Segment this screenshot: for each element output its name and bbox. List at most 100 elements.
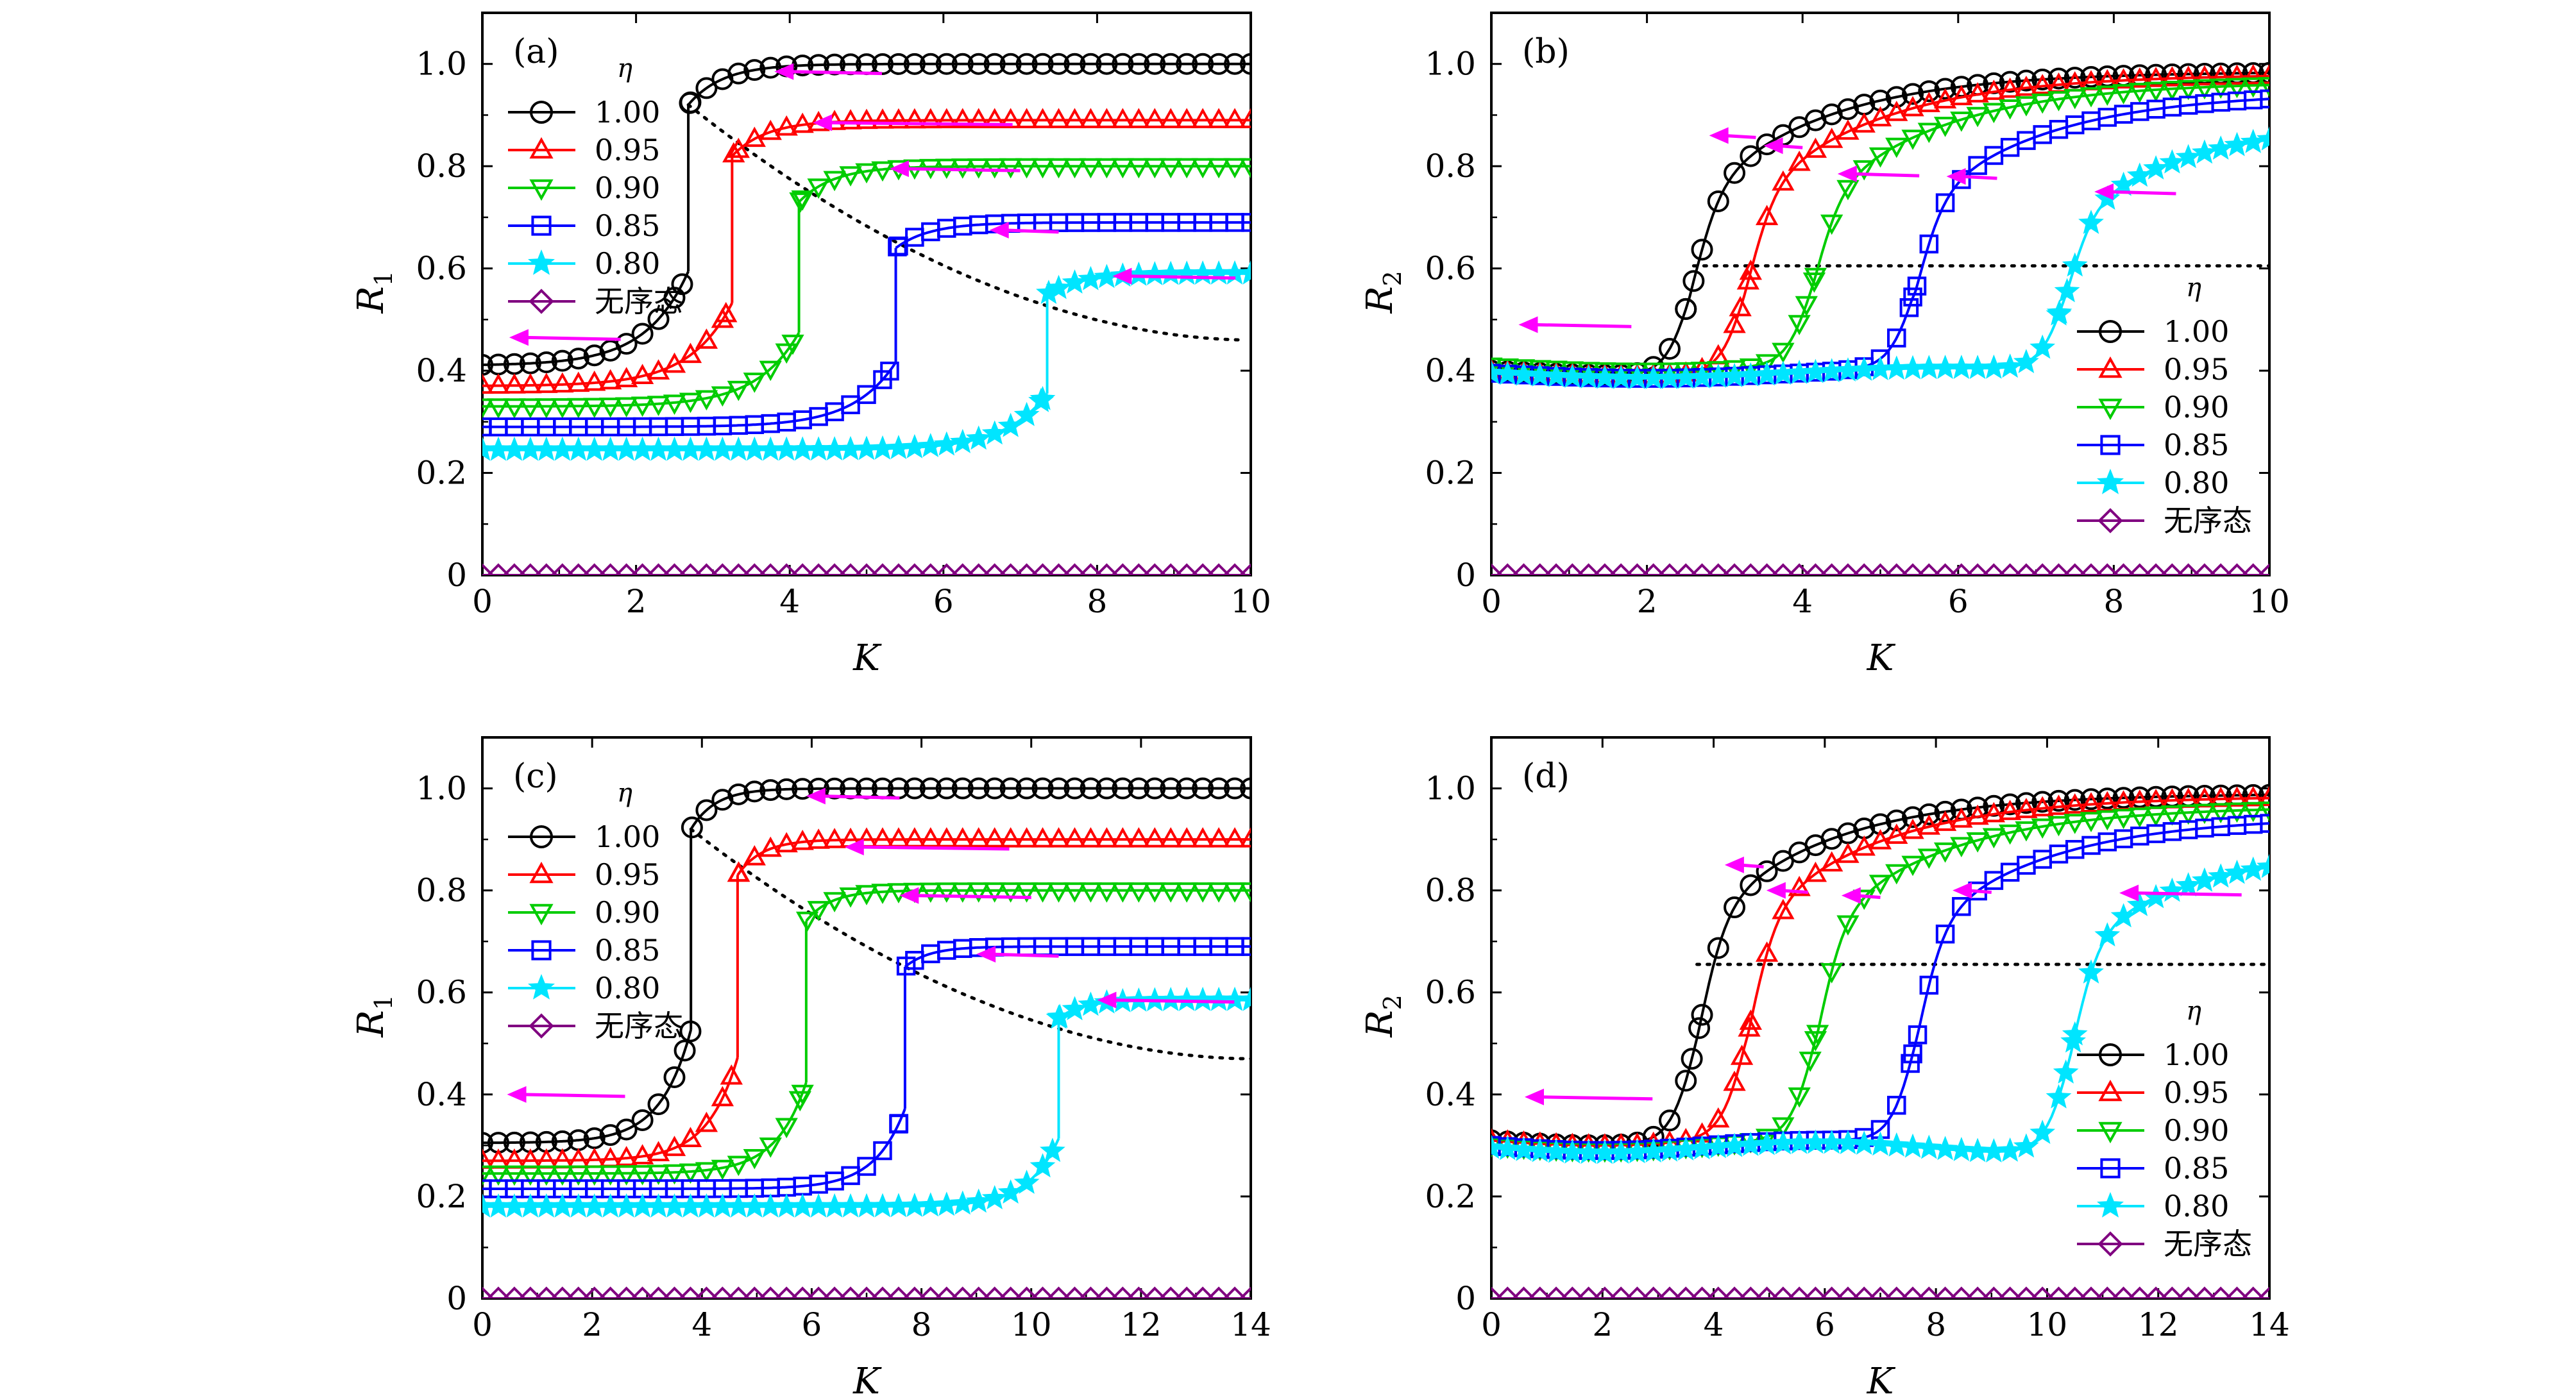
legend-marker (2099, 1043, 2122, 1066)
series-marker (2258, 784, 2269, 806)
series-marker (535, 373, 558, 393)
legend-label: 0.95 (595, 857, 660, 892)
series-marker (871, 884, 894, 904)
series-marker (1966, 106, 1989, 128)
series-marker (1111, 827, 1134, 848)
series-marker (1491, 357, 1503, 378)
series-marker (2031, 796, 2054, 817)
legend-title: η (617, 778, 632, 808)
series-marker (1079, 158, 1103, 179)
series-marker (647, 1164, 670, 1186)
series-marker (518, 1286, 543, 1298)
series-marker (2193, 803, 2216, 825)
series-marker (2128, 563, 2152, 575)
series-marker (647, 359, 670, 380)
series-marker (1609, 362, 1632, 383)
series-marker (1772, 170, 1795, 191)
series-marker (566, 563, 591, 575)
series-marker (727, 1155, 750, 1177)
x-tick-label: 2 (1637, 583, 1657, 620)
series-marker (823, 171, 846, 192)
series-marker (1240, 53, 1251, 75)
series-marker (727, 861, 750, 882)
series-marker (1511, 361, 1537, 386)
series-marker (2258, 801, 2269, 822)
series-marker (535, 398, 558, 419)
series-marker (886, 563, 911, 575)
series-marker (983, 777, 1006, 800)
series-marker (1887, 1095, 1906, 1115)
series-marker (679, 1163, 702, 1184)
series-marker (2078, 210, 2104, 234)
series-marker (1933, 117, 1957, 137)
legend-marker (2100, 435, 2121, 455)
series-marker (2031, 791, 2054, 813)
x-axis-label: K (1867, 637, 1896, 679)
series-marker (1998, 563, 2022, 575)
series-marker (999, 1286, 1023, 1298)
series-marker (1901, 818, 1924, 839)
series-marker (663, 394, 686, 415)
series-marker (1902, 83, 1924, 105)
series-marker (1868, 147, 1892, 168)
series-marker (674, 1039, 696, 1062)
series-line (1491, 796, 2269, 1147)
series-line (736, 838, 1251, 876)
series-marker (2126, 162, 2153, 187)
series-marker (1047, 882, 1071, 903)
series-marker (1063, 108, 1087, 128)
series-marker (2209, 65, 2232, 85)
series-marker (1143, 158, 1166, 179)
series-marker (1933, 563, 1958, 575)
series-marker (1917, 814, 1940, 835)
series-6 (1491, 1286, 2269, 1298)
series-marker (1047, 53, 1070, 75)
series-marker (1176, 777, 1198, 800)
series-marker (983, 158, 1006, 179)
series-marker (967, 777, 990, 800)
series-marker (2240, 856, 2266, 881)
x-tick-label: 10 (1230, 583, 1271, 620)
series-marker (1901, 1286, 1925, 1298)
series-marker (871, 53, 894, 75)
series-marker (1755, 941, 1779, 962)
series-marker (1788, 315, 1811, 335)
series-marker (1126, 1286, 1151, 1298)
series-marker (790, 563, 815, 575)
legend-marker (529, 903, 554, 926)
series-marker (1078, 265, 1104, 290)
series-marker (1144, 53, 1166, 75)
series-marker (551, 1148, 574, 1169)
series-marker (1063, 53, 1086, 75)
series-marker (1495, 1136, 1521, 1161)
series-marker (2111, 1286, 2136, 1298)
arrow-head (1724, 856, 1744, 873)
series-marker (1820, 214, 1843, 235)
series-marker (1852, 1286, 1876, 1298)
series-marker (854, 563, 879, 575)
arrow-head (507, 1086, 527, 1103)
panel-label: (a) (513, 33, 559, 71)
x-tick-label: 4 (779, 583, 800, 620)
series-marker (1997, 353, 2023, 378)
series-marker (1755, 205, 1779, 226)
x-tick-label: 12 (1121, 1306, 1162, 1343)
series-marker (857, 1157, 876, 1176)
series-marker (743, 59, 766, 81)
series-marker (1642, 362, 1665, 383)
x-tick-label: 6 (1815, 1306, 1835, 1343)
series-marker (1908, 1025, 1928, 1045)
series-marker (631, 1109, 654, 1131)
series-marker (2047, 91, 2071, 112)
dotted-critical-curve (686, 103, 1243, 342)
series-marker (598, 563, 623, 575)
series-marker (534, 563, 559, 575)
series-marker (1239, 158, 1251, 179)
series-marker (935, 777, 958, 800)
arrow-shaft (2133, 891, 2242, 897)
arrow-head (509, 329, 529, 346)
series-marker (486, 1286, 511, 1298)
series-marker (710, 563, 734, 575)
series-marker (1836, 119, 1860, 140)
series-marker (981, 1185, 1008, 1209)
